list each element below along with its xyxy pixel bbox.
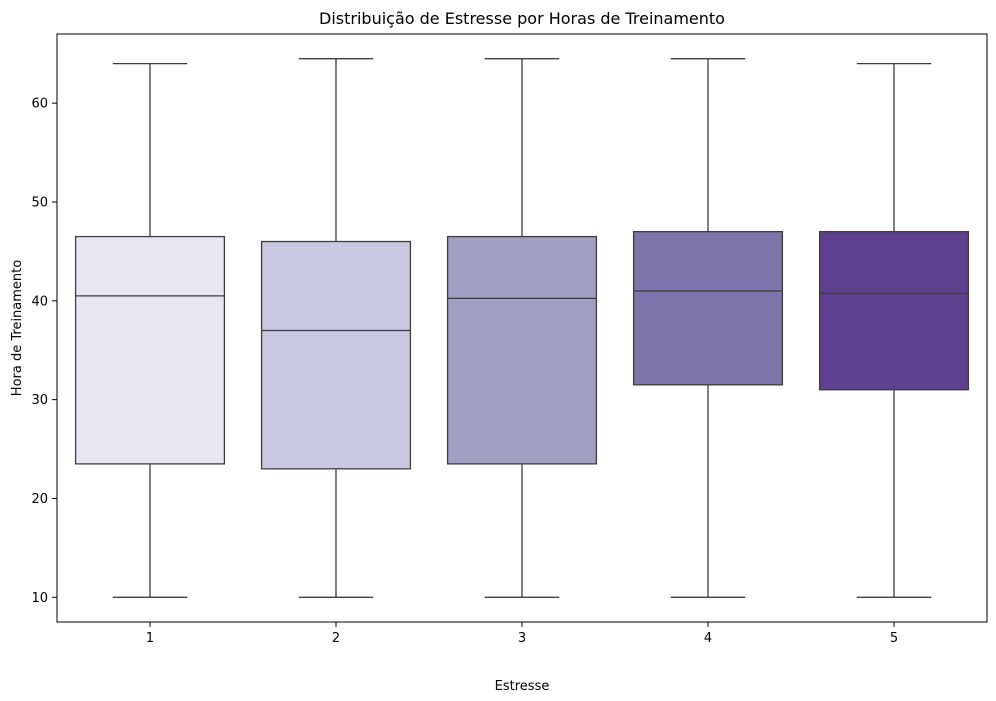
y-tick-label: 30: [31, 393, 48, 408]
box-iqr: [446, 235, 598, 465]
box-group: [260, 58, 412, 598]
y-axis: 10 20 30 40 50 60: [31, 97, 57, 606]
x-tick-label: 4: [704, 631, 712, 646]
chart-title: Distribuição de Estresse por Horas de Tr…: [319, 9, 725, 28]
box-group: [632, 58, 784, 598]
y-tick-label: 60: [31, 97, 48, 112]
box-iqr: [74, 235, 226, 465]
box-iqr: [260, 240, 412, 470]
y-tick-label: 20: [31, 492, 48, 507]
box-iqr: [632, 230, 784, 386]
y-axis-label: Hora de Treinamento: [10, 260, 25, 396]
box-group: [446, 58, 598, 598]
x-tick-label: 3: [518, 631, 526, 646]
y-tick-label: 40: [31, 294, 48, 309]
x-tick-label: 5: [890, 631, 898, 646]
box-iqr: [818, 230, 970, 391]
x-tick-label: 2: [332, 631, 340, 646]
x-tick-label: 1: [146, 631, 154, 646]
box-group: [74, 62, 226, 598]
y-tick-label: 50: [31, 196, 48, 211]
x-axis-label: Estresse: [495, 679, 550, 694]
y-tick-label: 10: [31, 591, 48, 606]
box-group: [818, 62, 970, 598]
boxes-layer: [74, 58, 970, 598]
x-axis: 1 2 3 4 5: [146, 622, 898, 646]
